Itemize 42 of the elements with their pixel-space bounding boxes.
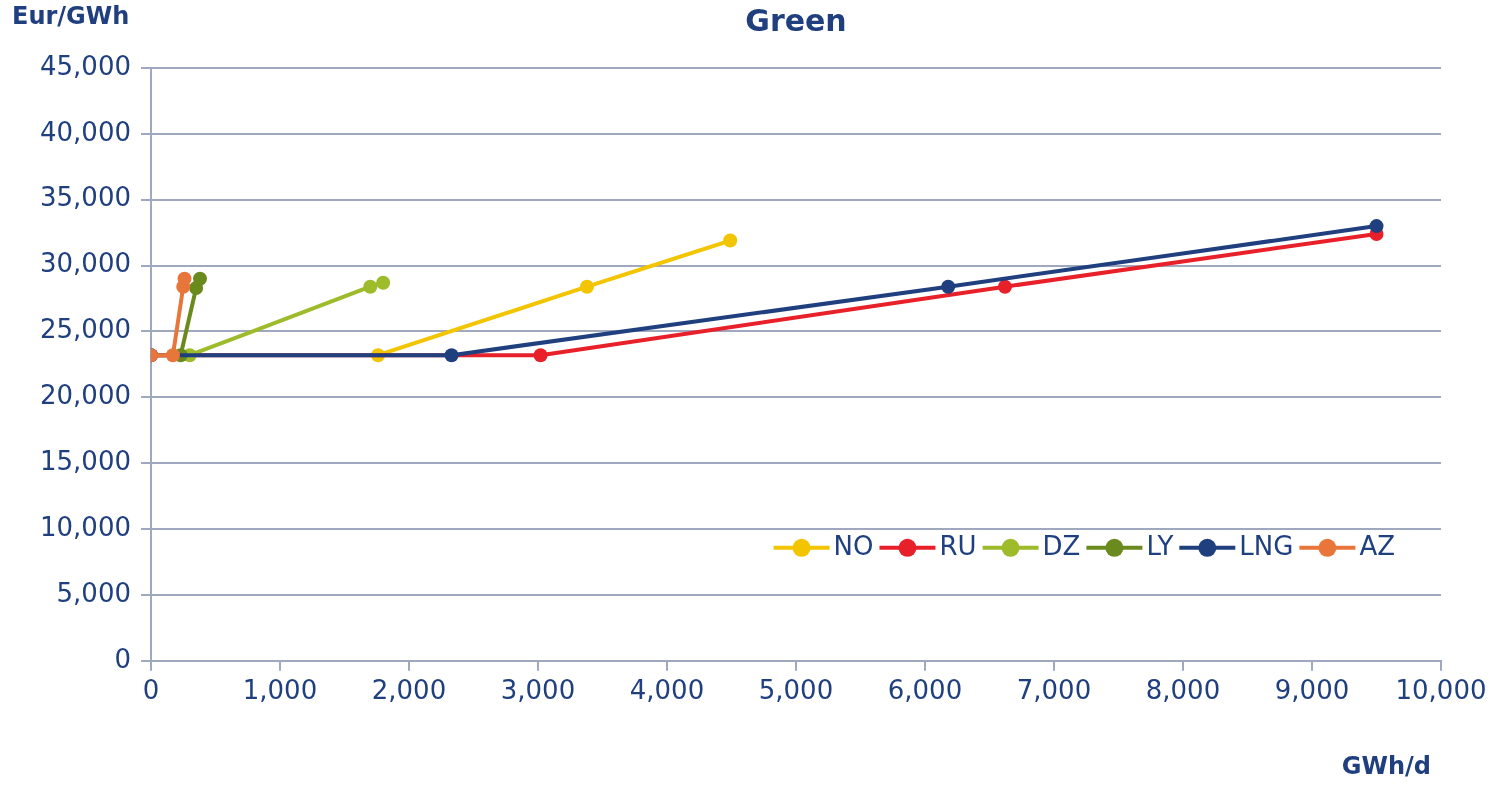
y-tick-label: 45,000: [39, 50, 131, 81]
x-tick-label: 2,000: [371, 675, 447, 706]
y-axis-title: Eur/GWh: [12, 2, 130, 31]
y-tick-label: 35,000: [39, 182, 131, 213]
y-tick-label: 10,000: [39, 511, 131, 542]
point: [444, 348, 459, 363]
point: [1369, 219, 1384, 234]
x-tick-label: 9,000: [1274, 675, 1350, 706]
point: [177, 271, 192, 286]
x-tick-label: 10,000: [1395, 675, 1487, 706]
y-tick-label: 15,000: [39, 445, 131, 476]
x-tick-label: 6,000: [887, 675, 963, 706]
point: [363, 279, 378, 294]
x-tick-label: 8,000: [1145, 675, 1221, 706]
legend-label: NO: [833, 530, 874, 561]
x-tick-label: 1,000: [242, 675, 318, 706]
x-tick-label: 5,000: [758, 675, 834, 706]
point: [723, 233, 738, 248]
x-tick-label: 7,000: [1016, 675, 1092, 706]
legend-label: DZ: [1042, 530, 1081, 561]
point: [997, 279, 1012, 294]
point: [376, 275, 391, 290]
x-axis-title: GWh/d: [1341, 752, 1431, 781]
legend-label: AZ: [1359, 530, 1396, 561]
y-tick-label: 0: [114, 643, 131, 674]
x-tick-label: 0: [142, 675, 160, 706]
legend-label: LNG: [1239, 530, 1294, 561]
legend-label: RU: [939, 530, 977, 561]
y-tick-label: 30,000: [39, 248, 131, 279]
point: [193, 271, 207, 286]
y-tick-label: 25,000: [39, 314, 131, 345]
point: [533, 348, 548, 363]
x-tick-label: 3,000: [500, 675, 576, 706]
point: [580, 279, 594, 294]
y-tick-label: 40,000: [39, 116, 131, 147]
legend-label: LY: [1146, 530, 1174, 561]
x-tick-label: 4,000: [629, 675, 705, 706]
y-tick-label: 5,000: [56, 577, 131, 608]
point: [941, 279, 956, 294]
chart-title: Green: [745, 2, 847, 38]
point: [165, 348, 180, 363]
y-tick-label: 20,000: [39, 380, 131, 411]
